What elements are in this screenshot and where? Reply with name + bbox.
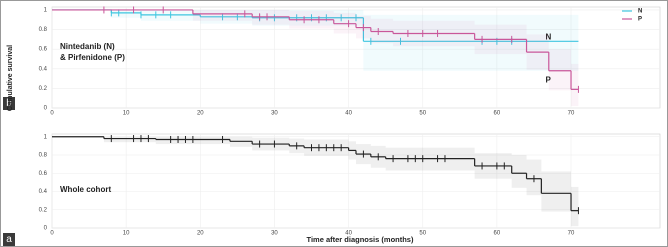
x-tick-label: 60: [494, 231, 501, 237]
panel-letter-box: [3, 233, 15, 246]
legend-label: P: [638, 17, 642, 23]
y-tick-label: 0.2: [39, 86, 48, 92]
x-tick-label: 10: [123, 111, 130, 117]
y-tick-label: 0.4: [39, 66, 48, 72]
x-tick-label: 20: [197, 111, 204, 117]
x-tick-label: 50: [419, 111, 426, 117]
annotation: Nintedanib (N): [60, 42, 115, 51]
legend-label: N: [638, 9, 642, 15]
y-tick-label: 0.2: [39, 207, 48, 213]
y-tick-label: 0: [44, 226, 48, 232]
x-tick-label: 70: [568, 231, 575, 237]
x-tick-label: 60: [494, 111, 501, 117]
panel-letter: a: [6, 234, 12, 245]
confidence-band: [541, 171, 572, 212]
annotation: Whole cohort: [60, 185, 111, 194]
panel-letter-box: [3, 97, 15, 110]
x-tick-label: 40: [345, 231, 352, 237]
confidence-band: [363, 14, 579, 71]
y-axis-title: Cumulative survival: [7, 45, 14, 111]
y-tick-label: 0.6: [39, 171, 48, 177]
confidence-band: [103, 136, 156, 143]
y-tick-label: 1: [44, 8, 48, 14]
confidence-band: [571, 63, 579, 107]
confidence-band: [511, 154, 527, 188]
x-tick-label: 0: [50, 111, 54, 117]
confidence-band: [548, 49, 572, 91]
confidence-band: [571, 186, 579, 227]
y-tick-label: 0.4: [39, 189, 48, 195]
series-end-label: P: [545, 75, 551, 84]
y-tick-label: 0: [44, 106, 48, 112]
panel-letter: b: [6, 98, 12, 109]
x-tick-label: 40: [345, 111, 352, 117]
y-tick-label: 1: [44, 134, 48, 140]
y-tick-label: 0.8: [39, 27, 48, 33]
x-axis-title: Time after diagnosis (months): [307, 235, 414, 244]
x-tick-label: 20: [197, 231, 204, 237]
x-tick-label: 0: [50, 231, 54, 237]
x-tick-label: 30: [271, 111, 278, 117]
x-tick-label: 30: [271, 231, 278, 237]
confidence-band: [192, 9, 253, 21]
x-tick-label: 10: [123, 231, 130, 237]
annotation: & Pirfenidone (P): [60, 53, 125, 62]
plot-area: [51, 133, 661, 229]
series-end-label: N: [545, 32, 551, 41]
x-tick-label: 70: [568, 111, 575, 117]
y-tick-label: 0.8: [39, 153, 48, 159]
y-tick-label: 0.6: [39, 47, 48, 53]
confidence-band: [111, 9, 141, 18]
x-tick-label: 50: [419, 231, 426, 237]
